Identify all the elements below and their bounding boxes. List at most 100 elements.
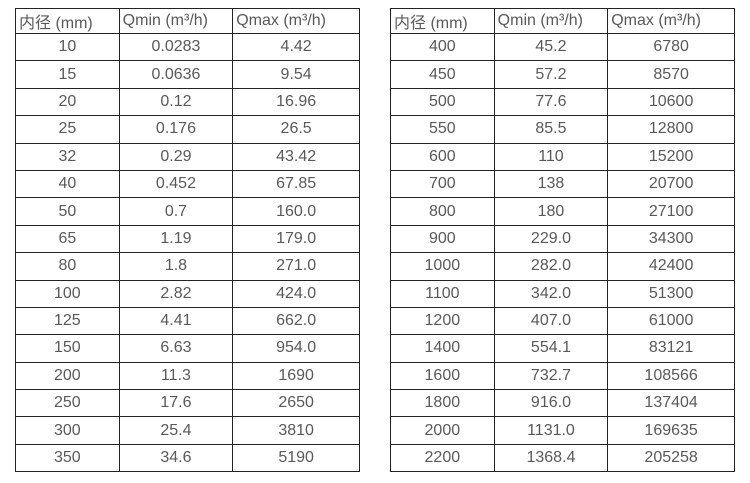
table-cell: 25.4 bbox=[118, 416, 234, 445]
table-row: 2200 1368.4 205258 bbox=[390, 443, 735, 473]
table-cell: 12800 bbox=[607, 115, 735, 144]
table-row: 80 1.8 271.0 bbox=[15, 252, 360, 281]
table-cell: 67.85 bbox=[232, 169, 360, 199]
table-cell: 20 bbox=[15, 87, 120, 117]
table-cell: 1368.4 bbox=[493, 443, 609, 473]
table-row: 25 0.176 26.5 bbox=[15, 115, 360, 144]
table-row: 800 180 27100 bbox=[390, 197, 735, 226]
table-cell: 20700 bbox=[607, 169, 735, 199]
table-cell: 1000 bbox=[390, 252, 495, 281]
table-cell: 6.63 bbox=[118, 334, 234, 363]
table-cell: 34.6 bbox=[118, 443, 234, 473]
header-row: 内径 (mm) Qmin (m³/h) Qmax (m³/h) bbox=[390, 8, 735, 34]
table-cell: 229.0 bbox=[493, 224, 609, 254]
table-cell: 2000 bbox=[390, 416, 495, 445]
table-cell: 40 bbox=[15, 169, 120, 199]
table-cell: 100 bbox=[15, 279, 120, 308]
table-body: 10 0.0283 4.42 15 0.0636 9.54 20 0.12 16.96 25 0.1… bbox=[15, 32, 360, 473]
table-cell: 0.176 bbox=[118, 115, 234, 144]
table-cell: 179.0 bbox=[232, 224, 360, 254]
table-row: 150 6.63 954.0 bbox=[15, 334, 360, 363]
table-cell: 205258 bbox=[607, 443, 735, 473]
table-cell: 900 bbox=[390, 224, 495, 254]
table-cell: 0.0636 bbox=[118, 60, 234, 89]
header-row: 内径 (mm) Qmin (m³/h) Qmax (m³/h) bbox=[15, 8, 360, 34]
table-cell: 61000 bbox=[607, 306, 735, 336]
table-cell: 180 bbox=[493, 197, 609, 226]
table-cell: 80 bbox=[15, 252, 120, 281]
column-header: Qmin (m³/h) bbox=[118, 8, 234, 34]
table-cell: 1800 bbox=[390, 389, 495, 418]
table-row: 550 85.5 12800 bbox=[390, 115, 735, 144]
table-row: 1600 732.7 108566 bbox=[390, 361, 735, 391]
table-row: 1100 342.0 51300 bbox=[390, 279, 735, 308]
table-row: 100 2.82 424.0 bbox=[15, 279, 360, 308]
table-cell: 125 bbox=[15, 306, 120, 336]
table-cell: 1.8 bbox=[118, 252, 234, 281]
table-cell: 500 bbox=[390, 87, 495, 117]
table-cell: 282.0 bbox=[493, 252, 609, 281]
table-cell: 0.12 bbox=[118, 87, 234, 117]
table-header-row: 内径 (mm) Qmin (m³/h) Qmax (m³/h) bbox=[15, 8, 360, 34]
table-cell: 138 bbox=[493, 169, 609, 199]
table-cell: 2650 bbox=[232, 389, 360, 418]
column-header: Qmin (m³/h) bbox=[493, 8, 609, 34]
table-cell: 25 bbox=[15, 115, 120, 144]
table-row: 125 4.41 662.0 bbox=[15, 306, 360, 336]
table-row: 1000 282.0 42400 bbox=[390, 252, 735, 281]
table-row: 700 138 20700 bbox=[390, 169, 735, 199]
table-cell: 1200 bbox=[390, 306, 495, 336]
flow-table-large-diameters: 内径 (mm) Qmin (m³/h) Qmax (m³/h) 400 45.2 678… bbox=[390, 8, 735, 473]
table-cell: 15200 bbox=[607, 142, 735, 171]
table-cell: 169635 bbox=[607, 416, 735, 445]
table-row: 32 0.29 43.42 bbox=[15, 142, 360, 171]
table-row: 900 229.0 34300 bbox=[390, 224, 735, 254]
table-row: 450 57.2 8570 bbox=[390, 60, 735, 89]
table-cell: 1131.0 bbox=[493, 416, 609, 445]
table-row: 300 25.4 3810 bbox=[15, 416, 360, 445]
table-body: 400 45.2 6780 450 57.2 8570 500 77.6 10600 550 85.… bbox=[390, 32, 735, 473]
table-cell: 450 bbox=[390, 60, 495, 89]
table-row: 20 0.12 16.96 bbox=[15, 87, 360, 117]
table-header-row: 内径 (mm) Qmin (m³/h) Qmax (m³/h) bbox=[390, 8, 735, 34]
column-header: Qmax (m³/h) bbox=[607, 8, 735, 34]
table-row: 40 0.452 67.85 bbox=[15, 169, 360, 199]
table-row: 1800 916.0 137404 bbox=[390, 389, 735, 418]
table-cell: 9.54 bbox=[232, 60, 360, 89]
table-cell: 16.96 bbox=[232, 87, 360, 117]
table-cell: 800 bbox=[390, 197, 495, 226]
table-cell: 26.5 bbox=[232, 115, 360, 144]
table-cell: 300 bbox=[15, 416, 120, 445]
table-cell: 8570 bbox=[607, 60, 735, 89]
table-cell: 732.7 bbox=[493, 361, 609, 391]
column-header: 内径 (mm) bbox=[15, 8, 120, 34]
table-cell: 137404 bbox=[607, 389, 735, 418]
table-cell: 407.0 bbox=[493, 306, 609, 336]
table-row: 15 0.0636 9.54 bbox=[15, 60, 360, 89]
table-cell: 271.0 bbox=[232, 252, 360, 281]
table-cell: 2200 bbox=[390, 443, 495, 473]
table-row: 500 77.6 10600 bbox=[390, 87, 735, 117]
table-cell: 662.0 bbox=[232, 306, 360, 336]
table-row: 400 45.2 6780 bbox=[390, 32, 735, 62]
table-cell: 1400 bbox=[390, 334, 495, 363]
table-cell: 34300 bbox=[607, 224, 735, 254]
table-cell: 10 bbox=[15, 32, 120, 62]
table-cell: 51300 bbox=[607, 279, 735, 308]
table-cell: 600 bbox=[390, 142, 495, 171]
table-cell: 342.0 bbox=[493, 279, 609, 308]
table-row: 10 0.0283 4.42 bbox=[15, 32, 360, 62]
table-cell: 32 bbox=[15, 142, 120, 171]
table-cell: 700 bbox=[390, 169, 495, 199]
table-cell: 554.1 bbox=[493, 334, 609, 363]
flow-table-small-diameters: 内径 (mm) Qmin (m³/h) Qmax (m³/h) 10 0.0283 4.… bbox=[15, 8, 360, 473]
table-cell: 4.42 bbox=[232, 32, 360, 62]
table-row: 250 17.6 2650 bbox=[15, 389, 360, 418]
table-row: 50 0.7 160.0 bbox=[15, 197, 360, 226]
table-cell: 85.5 bbox=[493, 115, 609, 144]
table-cell: 43.42 bbox=[232, 142, 360, 171]
table-cell: 4.41 bbox=[118, 306, 234, 336]
table-cell: 50 bbox=[15, 197, 120, 226]
table-cell: 550 bbox=[390, 115, 495, 144]
table-cell: 150 bbox=[15, 334, 120, 363]
